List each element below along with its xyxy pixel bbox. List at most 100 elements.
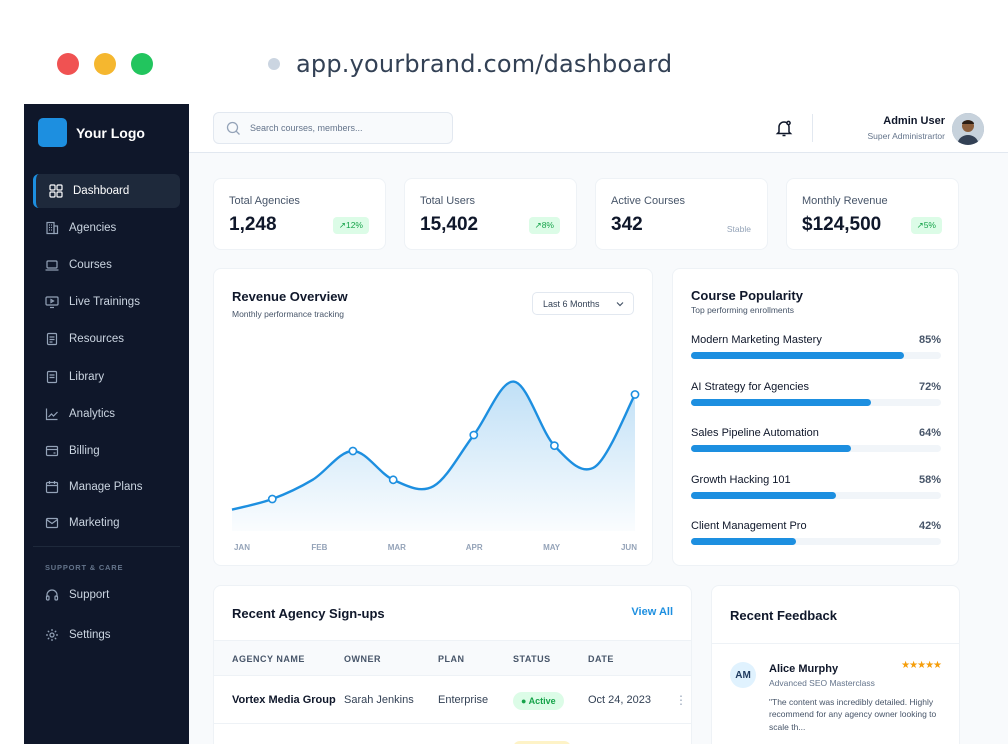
progress-fill <box>691 398 871 406</box>
user-name[interactable]: Admin User <box>883 115 945 127</box>
topbar-divider <box>812 114 813 142</box>
sidebar-item-label: Agencies <box>69 222 117 234</box>
course-name: Growth Hacking 101 <box>691 473 791 486</box>
revenue-line <box>231 380 637 511</box>
stat-note: Stable <box>726 224 751 234</box>
search-box[interactable] <box>213 112 453 144</box>
stat-label: Active Courses <box>611 195 685 207</box>
maximize-window-dot[interactable] <box>131 53 153 75</box>
sidebar-item-label: Courses <box>69 259 112 271</box>
feedback-text: "The content was incredibly detailed. Hi… <box>769 697 937 732</box>
book-icon <box>46 370 58 384</box>
data-point[interactable] <box>549 441 559 451</box>
trend-badge: ↗8% <box>528 217 560 234</box>
stat-value: 1,248 <box>229 214 277 235</box>
document-icon <box>46 332 58 346</box>
sidebar-item-dashboard[interactable]: Dashboard <box>33 174 180 208</box>
avatar[interactable] <box>952 113 984 145</box>
view-all-link[interactable]: View All <box>631 606 673 618</box>
trend-badge: ↗12% <box>332 217 369 234</box>
card-divider <box>712 643 959 644</box>
logo-text: Your Logo <box>76 125 145 141</box>
sidebar-divider <box>33 546 180 547</box>
sidebar-item-agencies[interactable]: Agencies <box>33 211 180 245</box>
card-subtitle: Top performing enrollments <box>691 305 794 315</box>
close-window-dot[interactable] <box>57 53 79 75</box>
column-header[interactable]: DATE <box>588 654 614 664</box>
sidebar-item-resources[interactable]: Resources <box>33 322 180 356</box>
topbar: Admin User Super Administrartor <box>189 104 1008 153</box>
progress-fill <box>691 352 904 359</box>
reviewer-name: Alice Murphy <box>769 663 839 675</box>
data-point[interactable] <box>630 390 640 399</box>
range-dropdown[interactable]: Last 6 Months <box>532 292 634 315</box>
chart-line-icon <box>45 408 58 421</box>
headset-icon <box>45 589 59 601</box>
stat-card-agencies[interactable]: Total Agencies 1,248 ↗12% <box>213 178 386 250</box>
course-percent: 58% <box>918 473 941 486</box>
stat-value: 342 <box>611 214 643 235</box>
revenue-area <box>232 381 635 531</box>
recent-signups-card: Recent Agency Sign-ups View All AGENCY N… <box>213 585 692 744</box>
sidebar-item-label: Manage Plans <box>69 481 143 493</box>
stat-card-revenue[interactable]: Monthly Revenue $124,500 ↗5% <box>786 178 959 250</box>
data-point[interactable] <box>388 475 398 485</box>
stat-label: Total Users <box>420 195 476 207</box>
progress-track <box>691 538 941 545</box>
progress-track <box>691 352 941 359</box>
sidebar-item-support[interactable]: Support <box>33 578 180 612</box>
sidebar-item-label: Resources <box>69 333 124 345</box>
x-tick-label: MAR <box>388 543 406 552</box>
sidebar-item-marketing[interactable]: Marketing <box>33 506 180 540</box>
sidebar: Your Logo Dashboard Agencies Courses Liv… <box>24 104 189 744</box>
data-point[interactable] <box>348 446 358 456</box>
column-header[interactable]: STATUS <box>513 654 551 664</box>
recent-feedback-card: Recent Feedback AM Alice Murphy Advanced… <box>711 585 960 744</box>
x-tick-label: MAY <box>543 543 561 552</box>
gear-icon <box>46 629 58 641</box>
table-header: AGENCY NAME OWNER PLAN STATUS DATE <box>214 640 691 676</box>
card-title: Revenue Overview <box>232 289 348 304</box>
column-header[interactable]: OWNER <box>344 654 381 664</box>
progress-fill <box>691 538 796 545</box>
course-percent: 64% <box>918 427 941 439</box>
course-popularity-card: Course Popularity Top performing enrollm… <box>672 268 959 566</box>
stat-card-users[interactable]: Total Users 15,402 ↗8% <box>404 178 577 250</box>
column-header[interactable]: AGENCY NAME <box>232 654 305 664</box>
status-badge: ● Active <box>513 692 564 710</box>
building-icon <box>46 221 59 235</box>
progress-track <box>691 491 941 499</box>
address-bar-url[interactable]: app.yourbrand.com/dashboard <box>296 50 673 78</box>
search-input[interactable] <box>250 113 446 143</box>
stat-card-courses[interactable]: Active Courses 342 Stable <box>595 178 768 250</box>
bell-icon[interactable] <box>774 118 794 138</box>
sidebar-item-live-trainings[interactable]: Live Trainings <box>33 285 180 319</box>
chevron-down-icon <box>616 302 624 307</box>
range-dropdown-value: Last 6 Months <box>543 298 600 309</box>
row-divider <box>214 723 691 724</box>
sidebar-item-label: Billing <box>69 445 100 457</box>
sidebar-item-library[interactable]: Library <box>33 360 180 394</box>
more-options-icon[interactable]: ⋮ <box>675 693 687 707</box>
sidebar-item-billing[interactable]: Billing <box>33 434 180 468</box>
sidebar-item-label: Settings <box>69 629 111 641</box>
grid-icon <box>49 184 63 198</box>
revenue-chart: JAN FEB MAR APR MAY JUN <box>231 380 640 552</box>
sidebar-item-courses[interactable]: Courses <box>33 248 180 282</box>
star-rating: ★★★★★ <box>901 660 942 671</box>
sidebar-item-settings[interactable]: Settings <box>33 618 180 652</box>
column-header[interactable]: PLAN <box>438 654 465 664</box>
sidebar-item-label: Library <box>69 371 105 383</box>
sidebar-item-manage-plans[interactable]: Manage Plans <box>33 470 180 504</box>
app-window: Your Logo Dashboard Agencies Courses Liv… <box>24 104 1008 744</box>
x-tick-label: FEB <box>311 543 327 552</box>
data-point[interactable] <box>267 494 277 504</box>
sidebar-item-analytics[interactable]: Analytics <box>33 397 180 431</box>
x-tick-label: JAN <box>234 543 250 552</box>
progress-fill <box>691 491 836 499</box>
sidebar-section-label: SUPPORT & CARE <box>45 563 124 572</box>
data-point[interactable] <box>469 430 479 440</box>
minimize-window-dot[interactable] <box>94 53 116 75</box>
stat-label: Total Agencies <box>229 195 300 207</box>
card-subtitle: Monthly performance tracking <box>232 309 344 319</box>
